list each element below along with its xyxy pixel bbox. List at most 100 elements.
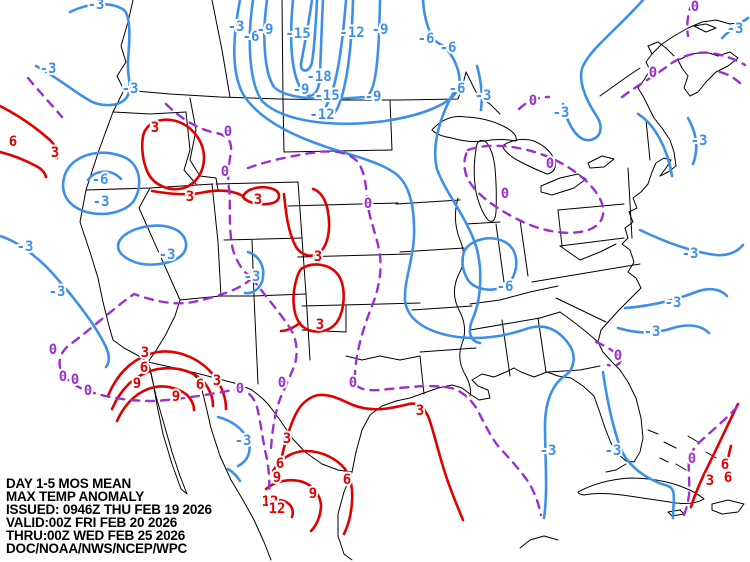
contour-value-label: -3	[17, 239, 34, 255]
contour-value-label: -9	[372, 22, 389, 38]
contour-value-label: -6	[449, 81, 466, 97]
contour-value-label: -3	[244, 269, 261, 285]
contour-line-red	[0, 104, 59, 160]
contour-value-label: -12	[309, 107, 334, 123]
contour-line-red	[271, 449, 354, 536]
contour-value-label: 0	[349, 375, 357, 391]
contour-value-label: -6	[92, 172, 109, 188]
contour-value-label: 3	[51, 145, 59, 161]
contour-value-label: 0	[529, 93, 537, 109]
contour-line-purple	[250, 276, 298, 451]
contour-value-label: -3	[235, 433, 252, 449]
contour-line-red	[0, 150, 48, 179]
contour-value-label: -3	[691, 133, 708, 149]
contour-value-label: 3	[416, 403, 424, 419]
contour-line-purple	[620, 51, 747, 99]
contour-line-blue	[263, 0, 382, 101]
contour-line-blue	[686, 116, 698, 166]
contour-line-purple	[463, 144, 605, 234]
contour-line-purple	[681, 405, 739, 519]
contour-labels: -3-3-3-3-6-9 -15 -12 -9-6-6-18-9 -15-12-9 -6-…	[7, 0, 746, 519]
contour-line-red	[140, 118, 206, 191]
contour-line-red	[292, 263, 345, 333]
contour-value-label: 9	[273, 470, 281, 486]
contour-value-label: 3	[186, 189, 194, 205]
contour-value-label: 12	[269, 501, 286, 517]
contour-value-label: -6	[243, 29, 260, 45]
contour-value-label: -3	[49, 284, 66, 300]
contour-value-label: -15	[285, 26, 310, 42]
contour-line-blue	[34, 2, 131, 107]
contour-value-label: 6	[276, 456, 284, 472]
contour-value-label: 0	[84, 383, 92, 399]
contour-value-label: -3	[93, 194, 110, 210]
contour-line-blue	[720, 16, 750, 40]
contour-value-label: -9	[257, 22, 274, 38]
contour-value-label: 3	[213, 373, 221, 389]
contour-line-red	[241, 185, 281, 206]
contour-value-label: 0	[501, 186, 509, 202]
contour-value-label: -3	[665, 295, 682, 311]
contour-line-blue	[0, 234, 111, 369]
contour-value-label: 0	[59, 369, 67, 385]
contour-line-blue	[248, 0, 461, 125]
contour-line-purple	[246, 150, 543, 517]
contour-value-label: 6	[721, 457, 729, 473]
contour-value-label: 0	[546, 156, 554, 172]
contour-value-label: -3	[475, 88, 492, 104]
contour-value-label: 6	[196, 377, 204, 393]
contour-value-label: -3	[727, 21, 744, 37]
contour-value-label: 0	[71, 372, 79, 388]
title-line-5: THRU:00Z WED FEB 25 2026	[6, 528, 185, 543]
contour-line-blue	[233, 0, 575, 520]
contour-line-blue	[561, 0, 645, 142]
contour-line-blue	[461, 237, 518, 291]
title-line-2: MAX TEMP ANOMALY	[6, 489, 145, 504]
contour-value-label: 0	[614, 348, 622, 364]
contour-value-label: 6	[140, 360, 148, 376]
contour-line-purple	[164, 102, 254, 280]
contour-line-blue	[216, 415, 251, 468]
contour-line-blue	[116, 224, 188, 266]
contour-value-label: 3	[316, 317, 324, 333]
contour-line-blue	[289, 0, 325, 97]
contour-value-label: 9	[172, 389, 180, 405]
contour-value-label: -9	[293, 82, 310, 98]
contour-value-label: 9	[309, 486, 317, 502]
contour-value-label: -3	[228, 19, 245, 35]
contour-line-blue	[299, 0, 319, 72]
contour-line-red	[115, 385, 196, 423]
basemap-outlines	[79, 0, 745, 561]
contour-line-blue	[86, 170, 123, 182]
contour-value-label: -9	[365, 89, 382, 105]
contour-line-red	[280, 393, 465, 522]
contour-value-label: 12	[262, 494, 279, 510]
contour-value-label: 0	[649, 65, 657, 81]
contour-line-blue	[61, 151, 141, 216]
contour-line-blue	[433, 88, 482, 345]
contour-line-red	[150, 189, 245, 198]
contour-line-blue	[318, 0, 355, 121]
contour-value-label: -3	[122, 81, 139, 97]
contour-value-label: -3	[682, 246, 699, 262]
contour-line-blue	[475, 64, 484, 112]
contour-value-label: 0	[364, 196, 372, 212]
contour-value-label: -6	[418, 31, 435, 47]
contour-line-red	[260, 498, 295, 519]
contour-line-blue	[636, 112, 674, 178]
contour-line-red	[282, 187, 331, 257]
contour-value-label: -3	[159, 247, 176, 263]
contour-value-label: 9	[133, 376, 141, 392]
contour-value-label: -3	[88, 0, 105, 13]
contour-value-label: -3	[553, 105, 570, 121]
contour-value-label: 0	[691, 0, 699, 15]
title-line-3: ISSUED: 0946Z THU FEB 19 2026	[6, 502, 212, 517]
contour-value-label: 0	[224, 124, 232, 140]
contour-line-blue	[623, 287, 729, 310]
contour-value-label: 3	[141, 345, 149, 361]
contour-value-label: -6	[497, 279, 514, 295]
contour-value-label: 3	[151, 120, 159, 136]
contour-line-blue	[243, 250, 265, 295]
